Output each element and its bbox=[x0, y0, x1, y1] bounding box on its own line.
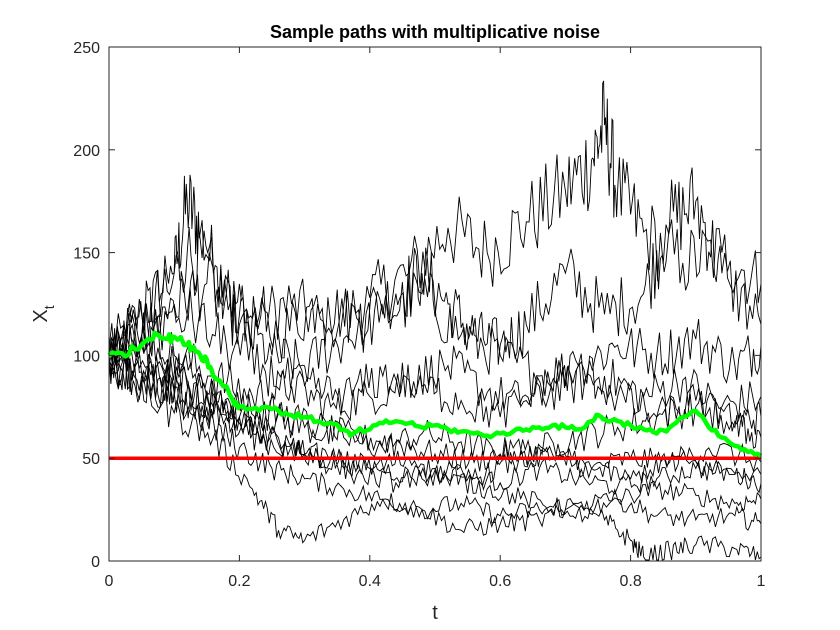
y-tick-label: 200 bbox=[73, 143, 100, 160]
sample-path-5 bbox=[109, 341, 761, 466]
sample-paths bbox=[109, 80, 761, 561]
x-axis-ticks: 0 0.2 0.4 0.6 0.8 1 bbox=[105, 47, 766, 590]
y-tick-label: 150 bbox=[73, 246, 100, 263]
y-axis-label: Xt bbox=[30, 305, 57, 322]
x-tick-label: 0.4 bbox=[359, 573, 381, 590]
sample-path-12 bbox=[109, 323, 761, 493]
x-tick-label: 0.8 bbox=[619, 573, 641, 590]
x-tick-label: 1 bbox=[757, 573, 766, 590]
y-axis-label-subscript: t bbox=[41, 305, 57, 309]
axes-box bbox=[108, 46, 762, 562]
sample-path-3 bbox=[109, 252, 761, 398]
y-tick-label: 100 bbox=[73, 348, 100, 365]
plot-area: 0 0.2 0.4 0.6 0.8 1 0 50 100 150 200 250 bbox=[73, 40, 765, 590]
chart-title: Sample paths with multiplicative noise bbox=[270, 22, 600, 42]
sample-path-7 bbox=[109, 332, 761, 495]
x-axis-label: t bbox=[432, 602, 438, 624]
x-tick-label: 0.2 bbox=[228, 573, 250, 590]
x-tick-label: 0 bbox=[105, 573, 114, 590]
sample-path-6 bbox=[109, 350, 761, 478]
sample-path-10 bbox=[109, 341, 761, 561]
y-tick-label: 50 bbox=[82, 451, 100, 468]
x-tick-label: 0.6 bbox=[489, 573, 511, 590]
y-tick-label: 250 bbox=[73, 40, 100, 57]
y-axis-label-main: X bbox=[30, 309, 52, 322]
sample-path-2 bbox=[109, 167, 761, 378]
sample-path-11 bbox=[109, 287, 761, 449]
mean-path-line bbox=[107, 330, 763, 458]
sample-path-9 bbox=[109, 354, 761, 544]
y-tick-label: 0 bbox=[91, 554, 100, 571]
sample-path-1 bbox=[109, 80, 761, 357]
y-axis-ticks: 0 50 100 150 200 250 bbox=[73, 40, 761, 571]
